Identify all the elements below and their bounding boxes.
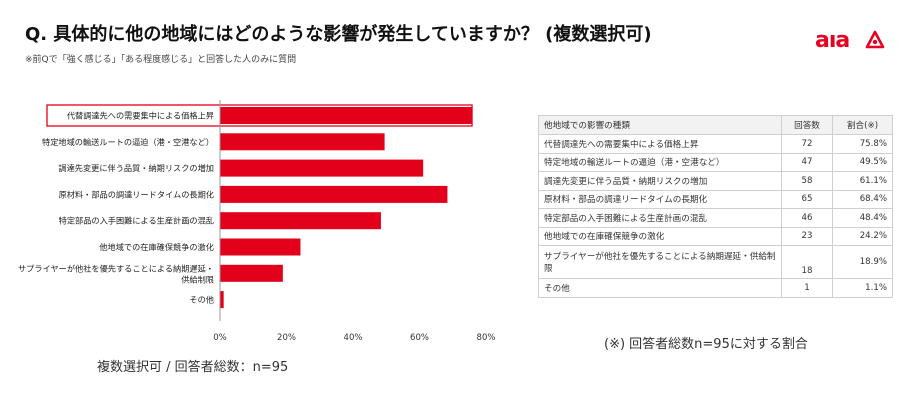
table-row: その他 1 1.1% <box>538 278 893 298</box>
cell-pct: 49.5% <box>832 152 893 172</box>
brand-logo: aıa <box>815 28 895 54</box>
cell-label: 特定部品の入手困難による生産計画の混乱 <box>538 208 782 228</box>
cell-pct: 75.8% <box>832 134 893 154</box>
category-label: 原材料・部品の調達リードタイムの長期化 <box>59 189 214 199</box>
cell-label: 調達先変更に伴う品質・納期リスクの増加 <box>538 171 782 191</box>
cell-pct: 61.1% <box>832 171 893 191</box>
category-label: 特定地域の輸送ルートの逼迫（港・空港など） <box>42 137 214 147</box>
cell-pct: 18.9% <box>832 245 893 279</box>
bar <box>220 238 301 256</box>
category-label: その他 <box>189 295 214 305</box>
bar <box>220 212 381 230</box>
bar <box>220 107 473 124</box>
cell-label: 他地域での在庫確保競争の激化 <box>538 226 782 246</box>
cell-count: 72 <box>781 134 833 154</box>
category-label: 他地域での在庫確保競争の激化 <box>99 242 214 252</box>
cell-pct: 1.1% <box>832 278 893 298</box>
table-caption: (※) 回答者総数n=95に対する割合 <box>604 337 808 352</box>
cell-count: 46 <box>781 208 833 228</box>
header-pct: 割合(※) <box>832 115 893 135</box>
header-count: 回答数 <box>781 115 833 135</box>
x-tick-label: 40% <box>344 333 363 343</box>
cell-label: サプライヤーが他社を優先することによる納期遅延・供給制限 <box>538 245 782 279</box>
bar <box>220 291 224 309</box>
category-label: 特定部品の入手困難による生産計画の混乱 <box>59 216 214 226</box>
cell-label: 特定地域の輸送ルートの逼迫（港・空港など） <box>538 152 782 172</box>
table-row: サプライヤーが他社を優先することによる納期遅延・供給制限 18 18.9% <box>538 245 893 279</box>
cell-count: 47 <box>781 152 833 172</box>
cell-label: 原材料・部品の調達リードタイムの長期化 <box>538 189 782 209</box>
table-header-row: 他地域での影響の種類 回答数 割合(※) <box>538 115 893 135</box>
cell-count: 65 <box>781 189 833 209</box>
cell-label: 代替調達先への需要集中による価格上昇 <box>538 134 782 154</box>
category-label: 調達先変更に伴う品質・納期リスクの増加 <box>58 163 214 173</box>
table-row: 他地域での在庫確保競争の激化 23 24.2% <box>538 226 893 246</box>
table-row: 特定地域の輸送ルートの逼迫（港・空港など） 47 49.5% <box>538 152 893 172</box>
cell-count: 58 <box>781 171 833 191</box>
cell-count: 18 <box>781 245 833 279</box>
highlight-box <box>46 104 473 127</box>
category-label: サプライヤーが他社を優先することによる納期遅延・供給制限 <box>18 263 214 284</box>
cell-count: 1 <box>781 278 833 298</box>
data-table: 他地域での影響の種類 回答数 割合(※) 代替調達先への需要集中による価格上昇 7… <box>538 115 893 298</box>
x-tick-label: 60% <box>410 333 429 343</box>
table-row: 代替調達先への需要集中による価格上昇 72 75.8% <box>538 134 893 154</box>
x-tick-label: 0% <box>213 333 227 343</box>
question-note: ※前Qで「強く感じる」「ある程度感じる」と回答した人のみに質問 <box>25 55 297 65</box>
cell-pct: 68.4% <box>832 189 893 209</box>
chart-caption: 複数選択可 / 回答者総数：n=95 <box>97 360 289 375</box>
page-title: Q. 具体的に他の地域にはどのような影響が発生していますか？ (複数選択可) <box>25 24 652 45</box>
table-row: 調達先変更に伴う品質・納期リスクの増加 58 61.1% <box>538 171 893 191</box>
bar <box>220 159 424 177</box>
logo-mark-icon <box>865 30 885 49</box>
logo-text: aıa <box>815 28 850 53</box>
cell-count: 23 <box>781 226 833 246</box>
category-label: 代替調達先への需要集中による価格上昇 <box>67 111 214 121</box>
cell-pct: 24.2% <box>832 226 893 246</box>
x-tick-label: 80% <box>477 333 496 343</box>
table-row: 特定部品の入手困難による生産計画の混乱 46 48.4% <box>538 208 893 228</box>
cell-pct: 48.4% <box>832 208 893 228</box>
bar <box>220 133 385 151</box>
cell-label: その他 <box>538 278 782 298</box>
bar <box>220 264 283 282</box>
x-tick-label: 20% <box>277 333 296 343</box>
header-type: 他地域での影響の種類 <box>538 115 782 135</box>
table-row: 原材料・部品の調達リードタイムの長期化 65 68.4% <box>538 189 893 209</box>
bar <box>220 185 448 203</box>
